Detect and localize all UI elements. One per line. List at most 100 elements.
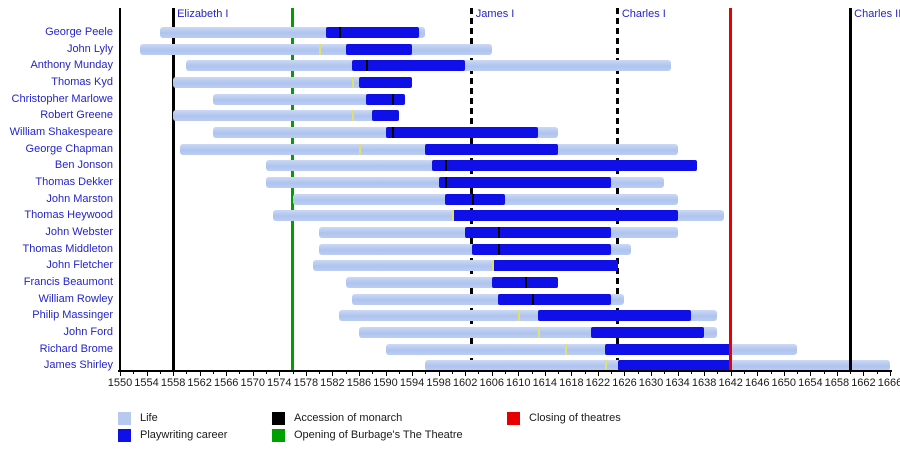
- minor-tick: [133, 370, 135, 374]
- minor-tick: [159, 370, 161, 374]
- x-tick-label: 1586: [346, 377, 372, 389]
- minor-tick: [743, 370, 745, 374]
- life-legend-swatch: [118, 412, 131, 425]
- x-tick-label: 1626: [612, 377, 637, 389]
- theatre-opening-line: [291, 8, 295, 370]
- major-tick: [890, 370, 891, 376]
- major-tick: [624, 370, 626, 376]
- playwright-name: Robert Greene: [40, 109, 113, 122]
- minor-tick: [770, 370, 772, 374]
- minor-tick: [186, 370, 188, 374]
- playwright-name: John Marston: [46, 192, 113, 205]
- legend-label: Playwriting career: [140, 429, 228, 441]
- major-tick: [783, 370, 785, 376]
- black-marker-tick: [392, 127, 395, 139]
- legend-label: Opening of Burbage's The Theatre: [294, 429, 463, 441]
- life-bar: [345, 277, 559, 289]
- yellow-marker-tick: [352, 110, 355, 122]
- career-bar: [345, 43, 413, 55]
- playwright-name: John Fletcher: [46, 259, 113, 272]
- yellow-marker-tick: [538, 327, 541, 339]
- black-marker-tick: [471, 193, 474, 205]
- black-marker-tick: [498, 227, 501, 239]
- yellow-marker-tick: [451, 210, 454, 222]
- x-tick-label: 1646: [744, 377, 770, 389]
- black-marker-tick: [365, 60, 368, 72]
- monarch-accession-line: [616, 8, 620, 370]
- playwright-name: Philip Massinger: [32, 309, 113, 322]
- major-tick: [651, 370, 653, 376]
- monarch-accession-line: [848, 8, 852, 370]
- x-tick-label: 1578: [293, 377, 319, 389]
- career-bar: [352, 60, 466, 72]
- playwright-name: Richard Brome: [39, 342, 113, 355]
- minor-tick: [212, 370, 214, 374]
- life-bar: [212, 127, 559, 139]
- major-tick: [279, 370, 281, 376]
- major-tick: [465, 370, 467, 376]
- career-bar: [591, 327, 705, 339]
- major-tick: [120, 370, 121, 376]
- playwright-name: John Webster: [45, 226, 113, 239]
- x-tick-label: 1562: [187, 377, 212, 389]
- career-legend-swatch: [118, 429, 131, 442]
- life-bar: [173, 110, 399, 122]
- minor-tick: [478, 370, 480, 374]
- black-marker-tick: [392, 93, 395, 105]
- minor-tick: [850, 370, 852, 374]
- major-tick: [252, 370, 254, 376]
- monarch-label: James I: [475, 8, 515, 20]
- x-tick-label: 1650: [771, 377, 797, 389]
- career-bar: [604, 343, 731, 355]
- yellow-marker-tick: [319, 43, 322, 55]
- monarch-label: Charles II: [854, 8, 900, 20]
- career-bar: [365, 93, 406, 105]
- playwright-name: John Ford: [63, 326, 113, 339]
- legend-label: Closing of theatres: [529, 412, 621, 424]
- minor-tick: [372, 370, 374, 374]
- black-marker-tick: [531, 293, 534, 305]
- career-bar: [431, 160, 698, 172]
- career-bar: [438, 177, 612, 189]
- minor-tick: [637, 370, 639, 374]
- x-tick-label: 1606: [479, 377, 504, 389]
- life-bar: [358, 327, 718, 339]
- black-marker-tick: [445, 177, 448, 189]
- minor-tick: [876, 370, 878, 374]
- career-bar: [491, 260, 618, 272]
- minor-tick: [239, 370, 241, 374]
- x-tick-label: 1630: [638, 377, 664, 389]
- major-tick: [836, 370, 838, 376]
- monarch-label: Charles I: [621, 8, 666, 20]
- major-tick: [438, 370, 440, 376]
- minor-tick: [690, 370, 692, 374]
- yellow-marker-tick: [518, 310, 521, 322]
- x-tick-label: 1638: [691, 377, 717, 389]
- career-bar: [471, 243, 612, 255]
- major-tick: [518, 370, 520, 376]
- x-tick-label: 1558: [160, 377, 186, 389]
- career-bar: [358, 77, 413, 88]
- x-tick-label: 1594: [399, 377, 425, 389]
- major-tick: [757, 370, 759, 376]
- minor-tick: [345, 370, 347, 374]
- major-tick: [173, 370, 175, 376]
- x-tick-label: 1614: [532, 377, 558, 389]
- major-tick: [571, 370, 573, 376]
- major-tick: [199, 370, 201, 376]
- yellow-marker-tick: [604, 360, 607, 372]
- career-bar: [325, 27, 419, 38]
- playwright-name: Thomas Heywood: [24, 209, 113, 222]
- career-bar: [425, 143, 559, 155]
- theatre-closing-line: [729, 8, 733, 370]
- playwright-name: George Peele: [45, 26, 113, 38]
- minor-tick: [717, 370, 719, 374]
- x-tick-label: 1566: [213, 377, 239, 389]
- x-tick-label: 1570: [240, 377, 265, 389]
- x-tick-label: 1554: [134, 377, 159, 389]
- career-bar: [465, 227, 612, 239]
- minor-tick: [292, 370, 294, 374]
- monarch-accession-line: [171, 8, 175, 370]
- x-tick-label: 1610: [506, 377, 531, 389]
